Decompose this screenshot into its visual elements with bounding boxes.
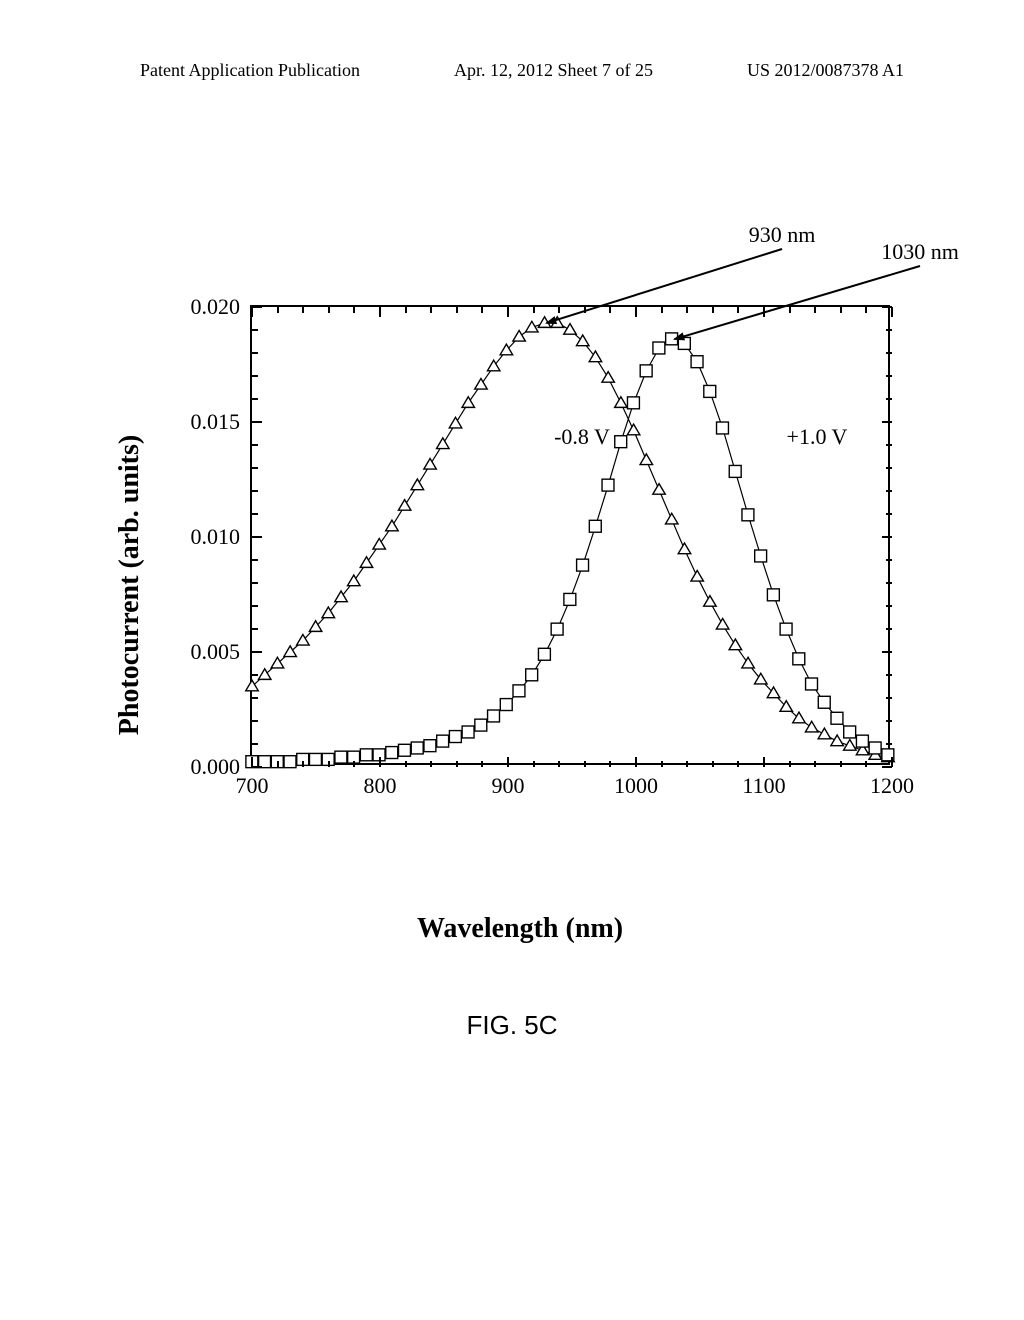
- plot-area: 7008009001000110012000.0000.0050.0100.01…: [250, 305, 890, 765]
- annotation: 1030 nm: [881, 239, 959, 265]
- y-tick-label: 0.015: [191, 409, 241, 435]
- y-tick-label: 0.005: [191, 639, 241, 665]
- page-header: Patent Application Publication Apr. 12, …: [0, 60, 1024, 81]
- header-left: Patent Application Publication: [140, 60, 360, 81]
- annotation-arrow: [252, 207, 892, 787]
- y-axis-label: Photocurrent (arb. units): [114, 435, 146, 735]
- annotation: -0.8 V: [554, 424, 610, 450]
- y-tick-label: 0.000: [191, 754, 241, 780]
- annotation: +1.0 V: [787, 424, 848, 450]
- header-center: Apr. 12, 2012 Sheet 7 of 25: [454, 60, 653, 81]
- photocurrent-chart: Photocurrent (arb. units) 70080090010001…: [140, 305, 900, 865]
- figure-caption: FIG. 5C: [466, 1010, 557, 1041]
- header-right: US 2012/0087378 A1: [747, 60, 904, 81]
- x-axis-label: Wavelength (nm): [417, 913, 623, 945]
- y-tick-label: 0.010: [191, 524, 241, 550]
- y-tick-label: 0.020: [191, 294, 241, 320]
